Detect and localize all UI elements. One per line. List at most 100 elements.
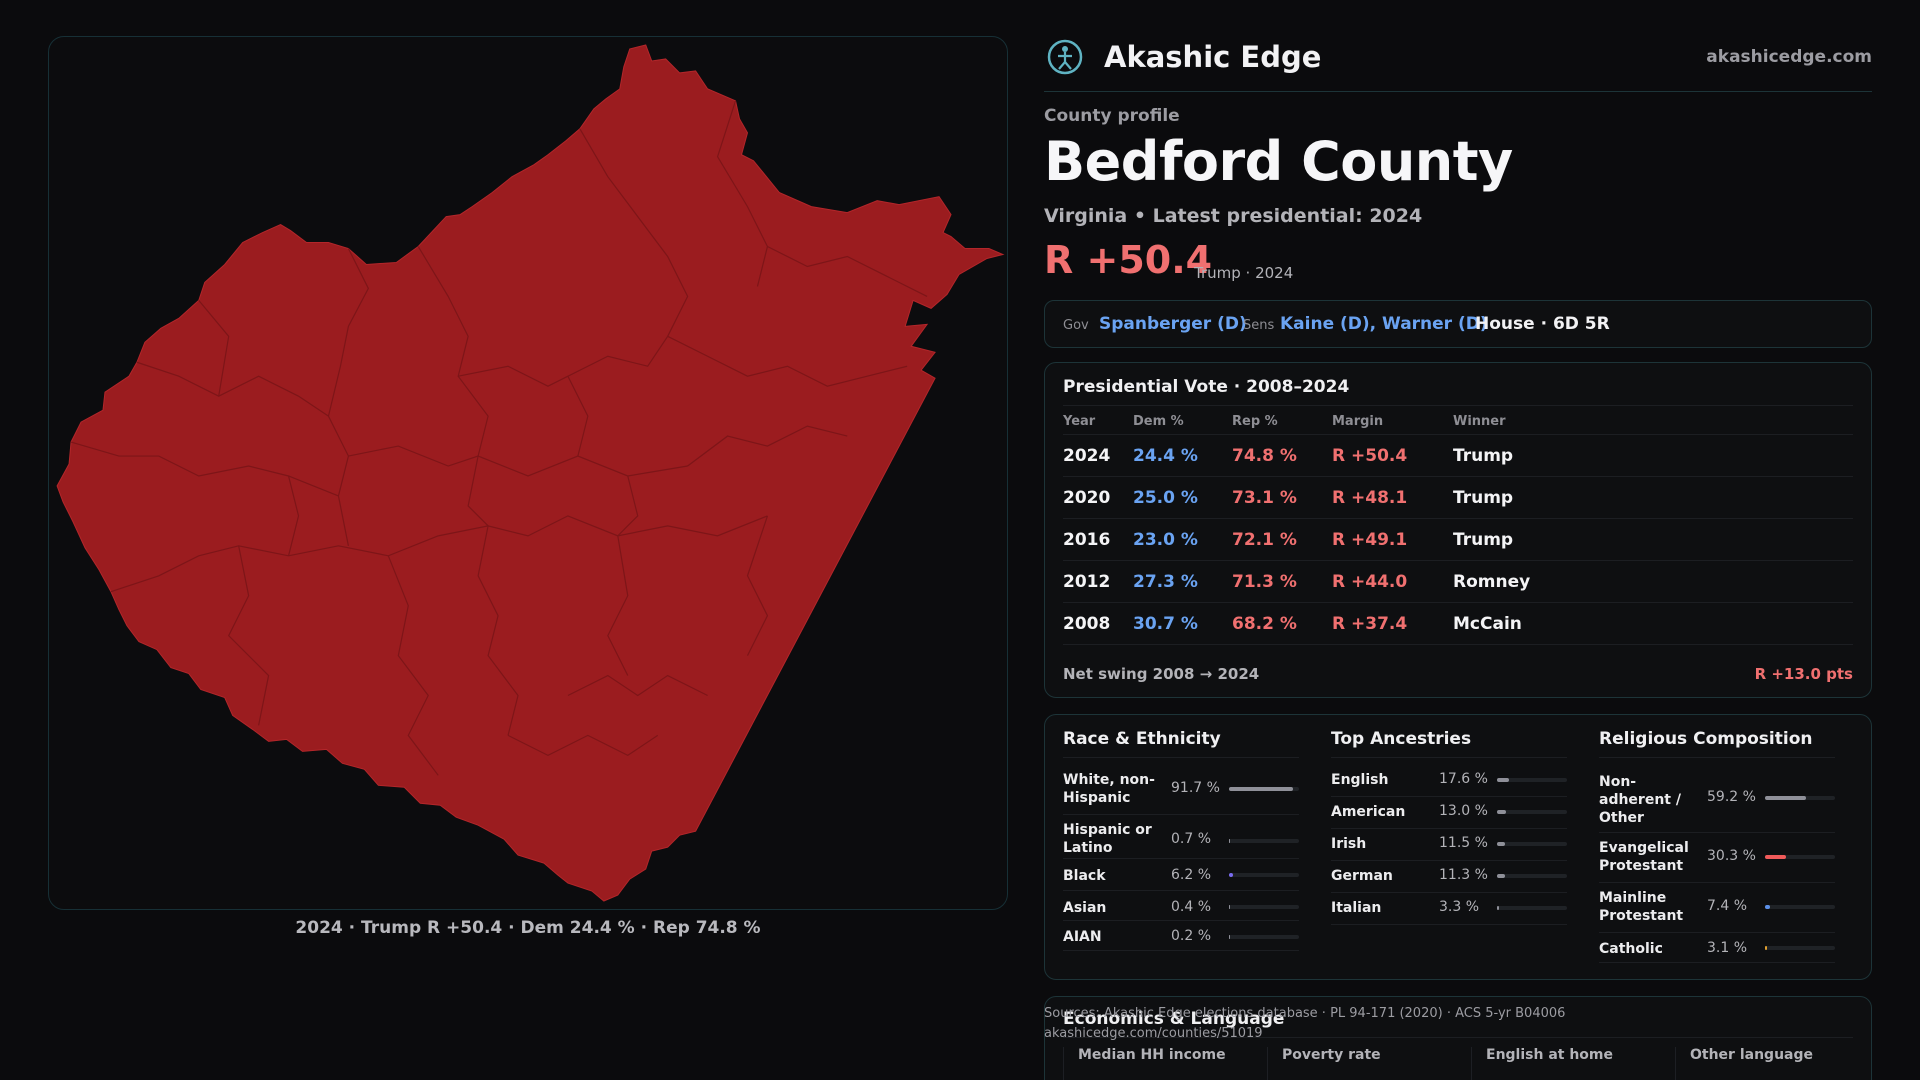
county-permalink[interactable]: akashicedge.com/counties/51019 (1044, 1026, 1263, 1041)
race-row[interactable]: Hispanic or Latino 0.7 % (1063, 815, 1299, 859)
religion-row[interactable]: Non-adherent / Other 59.2 % (1599, 765, 1835, 833)
table-row[interactable]: 2016 23.0 % 72.1 % R +49.1 Trump (1063, 519, 1853, 561)
presidential-vote-card: Presidential Vote · 2008–2024 Year Dem %… (1044, 362, 1872, 698)
table-row[interactable]: 2012 27.3 % 71.3 % R +44.0 Romney (1063, 561, 1853, 603)
share-bar (1497, 778, 1567, 782)
cell-year: 2024 (1063, 446, 1111, 466)
row-percent: 0.7 % (1171, 831, 1212, 847)
share-bar-fill (1229, 935, 1231, 939)
share-bar-fill (1765, 855, 1787, 859)
gov-label: Gov (1063, 318, 1089, 333)
share-bar-fill (1497, 842, 1506, 846)
share-bar-fill (1765, 905, 1771, 909)
religion-row[interactable]: Mainline Protestant 7.4 % (1599, 883, 1835, 933)
cell-margin: R +37.4 (1332, 614, 1408, 634)
ancestry-row[interactable]: Italian 3.3 % (1331, 893, 1567, 925)
table-row[interactable]: 2024 24.4 % 74.8 % R +50.4 Trump (1063, 435, 1853, 477)
share-bar (1497, 810, 1567, 814)
share-bar-fill (1229, 839, 1231, 843)
share-bar-fill (1765, 946, 1768, 950)
row-label: Evangelical Protestant (1599, 840, 1689, 874)
share-bar-fill (1229, 787, 1294, 791)
demographics-card: Race & Ethnicity White, non-Hispanic 91.7… (1044, 714, 1872, 980)
sources-footnote: Sources: Akashic Edge elections database… (1044, 1004, 1565, 1044)
col-header-rep: Rep % (1232, 414, 1278, 429)
cell-winner: Trump (1453, 488, 1514, 508)
share-bar-fill (1497, 810, 1507, 814)
row-percent: 6.2 % (1171, 867, 1212, 883)
race-row[interactable]: Black 6.2 % (1063, 859, 1299, 891)
share-bar (1765, 946, 1835, 950)
row-label: Irish (1331, 836, 1367, 852)
ancestry-row[interactable]: Irish 11.5 % (1331, 829, 1567, 861)
governor-link[interactable]: Spanberger (D) (1099, 314, 1247, 334)
ancestry-row[interactable]: English 17.6 % (1331, 765, 1567, 797)
row-label: Black (1063, 868, 1106, 884)
precinct-lines (70, 100, 928, 776)
page-title: Bedford County (1044, 130, 1513, 193)
race-row[interactable]: Asian 0.4 % (1063, 891, 1299, 921)
cell-rep: 74.8 % (1232, 446, 1297, 466)
table-row[interactable]: 2020 25.0 % 73.1 % R +48.1 Trump (1063, 477, 1853, 519)
row-label: Italian (1331, 900, 1382, 916)
row-label: American (1331, 804, 1406, 820)
share-bar (1765, 905, 1835, 909)
ancestry-row[interactable]: German 11.3 % (1331, 861, 1567, 893)
col-header-winner: Winner (1453, 414, 1506, 429)
col-header-dem: Dem % (1133, 414, 1184, 429)
econ-median-income: Median HH income (1063, 1047, 1226, 1080)
row-label: German (1331, 868, 1393, 884)
table-header: Year Dem % Rep % Margin Winner (1063, 405, 1853, 435)
cell-winner: Trump (1453, 446, 1514, 466)
share-bar (1497, 874, 1567, 878)
share-bar (1229, 787, 1299, 791)
row-label: Mainline Protestant (1599, 890, 1684, 924)
ancestry-row[interactable]: American 13.0 % (1331, 797, 1567, 829)
column-title: Religious Composition (1599, 729, 1813, 749)
cell-rep: 68.2 % (1232, 614, 1297, 634)
share-bar-fill (1497, 778, 1510, 782)
share-bar-fill (1229, 905, 1231, 909)
share-bar (1229, 873, 1299, 877)
share-bar (1765, 855, 1835, 859)
brand-url-link[interactable]: akashicedge.com (1706, 47, 1872, 67)
county-shape[interactable] (56, 44, 1005, 902)
race-row[interactable]: AIAN 0.2 % (1063, 921, 1299, 951)
ancestry-column: Top Ancestries English 17.6 % American 13.0… (1313, 715, 1567, 981)
race-row[interactable]: White, non-Hispanic 91.7 % (1063, 765, 1299, 815)
senators-link[interactable]: Kaine (D), Warner (D) (1280, 314, 1488, 334)
cell-rep: 71.3 % (1232, 572, 1297, 592)
economics-card: Economics & Language Median HH income Po… (1044, 996, 1872, 1080)
share-bar-fill (1497, 906, 1500, 910)
card-title: Presidential Vote · 2008–2024 (1063, 377, 1350, 397)
row-label: Catholic (1599, 941, 1663, 957)
row-label: English (1331, 772, 1389, 788)
cell-year: 2008 (1063, 614, 1111, 634)
brand-name[interactable]: Akashic Edge (1104, 40, 1322, 74)
cell-margin: R +49.1 (1332, 530, 1408, 550)
county-map[interactable] (49, 37, 1007, 909)
share-bar-fill (1229, 873, 1234, 877)
row-percent: 0.4 % (1171, 899, 1212, 915)
religion-row[interactable]: Evangelical Protestant 30.3 % (1599, 833, 1835, 883)
globe-figure-icon[interactable] (1046, 38, 1084, 76)
share-bar (1497, 842, 1567, 846)
cell-dem: 30.7 % (1133, 614, 1198, 634)
row-percent: 0.2 % (1171, 928, 1212, 944)
share-bar (1229, 935, 1299, 939)
row-percent: 3.1 % (1707, 940, 1748, 956)
column-title: Top Ancestries (1331, 729, 1472, 749)
county-map-panel[interactable] (48, 36, 1008, 910)
cell-margin: R +50.4 (1332, 446, 1408, 466)
sens-label: Sens (1243, 318, 1275, 333)
share-bar-fill (1497, 874, 1505, 878)
table-row[interactable]: 2008 30.7 % 68.2 % R +37.4 McCain (1063, 603, 1853, 645)
religion-column: Religious Composition Non-adherent / Oth… (1581, 715, 1835, 981)
religion-row[interactable]: Catholic 3.1 % (1599, 933, 1835, 963)
col-header-margin: Margin (1332, 414, 1384, 429)
share-bar (1765, 796, 1835, 800)
section-label: County profile (1044, 106, 1180, 126)
cell-winner: Trump (1453, 530, 1514, 550)
column-title: Race & Ethnicity (1063, 729, 1221, 749)
econ-english-home: English at home (1471, 1047, 1613, 1080)
